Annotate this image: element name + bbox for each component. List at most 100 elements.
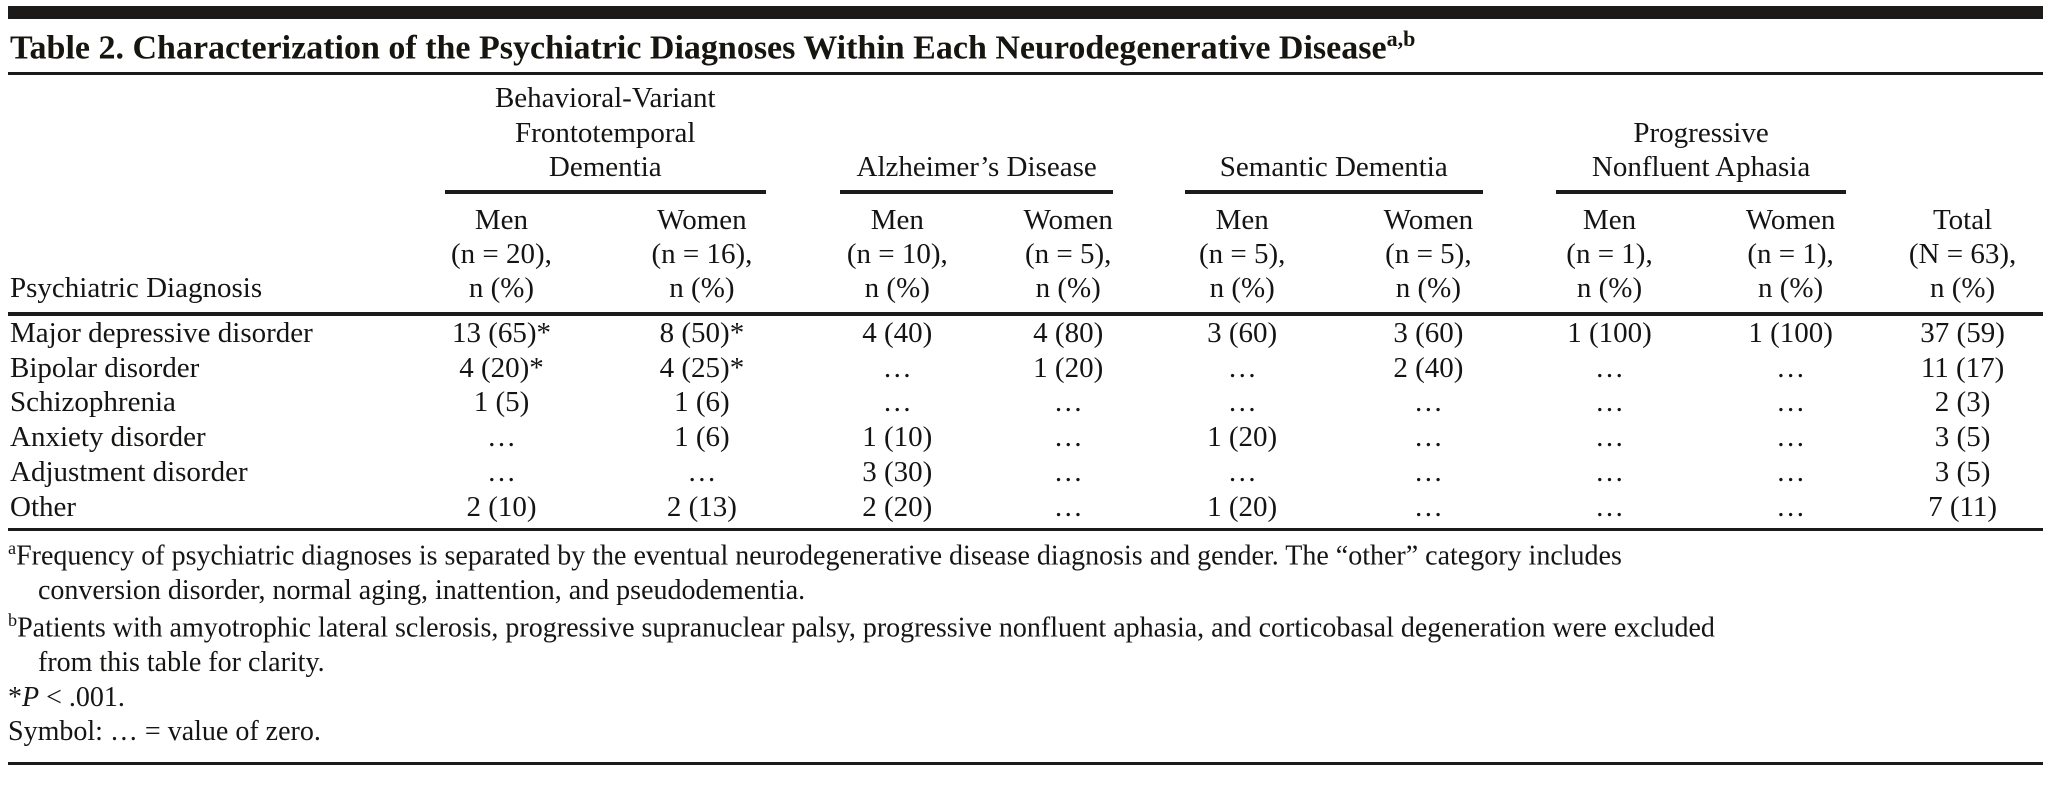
footnote-symbol: Symbol: … = value of zero. [8,716,321,748]
table-row: Bipolar disorder 4 (20)* 4 (25)* … 1 (20) … 2 … [8,351,2043,386]
column-header-line: n (%) [1757,272,1824,305]
data-cell: 1 (6) [674,386,730,419]
column-header: Women (n = 16), n (%) [598,193,806,316]
footnote-pvalue: *P < .001. [8,681,2043,716]
data-cell: … [1413,421,1443,454]
data-cell: … [1594,386,1624,419]
data-cell: … [687,456,717,489]
data-cell: 3 (5) [1934,456,1991,489]
group-header-line: Progressive [1633,116,1769,149]
data-cell: 4 (25)* [659,351,745,384]
data-cell: … [486,456,516,489]
column-header-line: n (%) [1209,272,1275,305]
column-header-line: Total [1932,203,1993,236]
data-cell: 4 (80) [1033,316,1104,349]
footnotes: aFrequency of psychiatric diagnoses is s… [8,537,2043,750]
data-cell: … [1594,456,1624,489]
table-row: Adjustment disorder … … 3 (30) … … … … … 3 (5) [8,455,2043,490]
data-cell: … [882,386,912,419]
data-cell: … [1413,386,1443,419]
group-header-line: Behavioral-Variant [494,82,716,115]
column-header-line: n (%) [864,272,930,305]
data-cell: … [486,421,516,454]
group-header-line: Semantic Dementia [1219,150,1448,183]
data-cell: … [1776,386,1806,419]
group-header-line: Frontotemporal [515,116,696,149]
data-cell: … [1227,351,1257,384]
data-cell: … [1776,351,1806,384]
column-header-line: n (%) [669,272,735,305]
group-header-lines: Semantic Dementia [1148,150,1520,184]
data-cell: 7 (11) [1882,490,2043,531]
column-header-line: Women [1023,203,1113,236]
column-header-line: n (%) [1576,272,1643,305]
group-spanner-rule [444,189,766,194]
column-header-line: n (%) [468,272,535,305]
row-label: Adjustment disorder [10,456,248,489]
group-header: Progressive Nonfluent Aphasia [1520,77,1882,194]
data-cell: 1 (20) [1207,421,1278,454]
data-cell: 2 (20) [805,490,989,531]
data-cell: … [1336,490,1520,531]
table-bottom-rule [8,761,2043,765]
group-header: Semantic Dementia [1148,77,1520,194]
group-spanner-rule [1184,189,1483,194]
data-cell: … [1594,351,1624,384]
column-header-line: (n = 1), [1566,238,1653,271]
data-cell: 1 (100) [1748,316,1833,349]
column-header-line: (n = 16), [651,238,753,271]
column-header-line: (n = 10), [846,238,948,271]
data-cell: 3 (60) [1393,316,1464,349]
data-cell: … [1699,490,1883,531]
table-row: Major depressive disorder 13 (65)* 8 (50)*… [8,314,2043,351]
data-cell: … [882,351,912,384]
data-cell: 2 (10) [404,490,599,531]
column-header-line: Women [1383,203,1474,236]
data-cell: … [1227,456,1257,489]
footnote-b-line1: Patients with amyotrophic lateral sclero… [17,612,1715,644]
group-header-lines: Behavioral-Variant Frontotemporal Dementia [405,81,806,184]
data-cell: 2 (40) [1393,351,1464,384]
data-cell: 1 (10) [862,421,933,454]
data-cell: 4 (40) [862,316,933,349]
column-header-line: n (%) [1929,272,1996,305]
column-header-line: (n = 20), [451,238,552,271]
footnote-a-line2: conversion disorder, normal aging, inatt… [38,575,806,607]
data-cell: 1 (20) [1033,351,1104,384]
data-cell: 1 (5) [473,386,530,419]
diagnosis-table: Behavioral-Variant Frontotemporal Dementia… [8,77,2043,531]
column-header: Total (N = 63), n (%) [1882,193,2043,316]
table-title-superscript: a,b [1386,26,1416,51]
group-header: Alzheimer’s Disease [806,77,1148,194]
footnote-b-marker: b [8,609,18,630]
row-label: Schizophrenia [10,386,176,419]
data-cell: … [1053,456,1083,489]
table-title-text: Table 2. Characterization of the Psychia… [10,29,1387,67]
group-header-lines: Progressive Nonfluent Aphasia [1520,116,1882,184]
data-cell: … [1413,456,1443,489]
data-cell: 1 (20) [1147,490,1337,531]
table-row: Other 2 (10) 2 (13) 2 (20)… 1 (20)……… 7 (11) [8,490,2043,531]
table-body: Major depressive disorder 13 (65)* 8 (50)*… [8,314,2043,531]
footnote-pvalue-p: P [22,681,40,713]
data-cell: … [1053,421,1083,454]
group-header-stub-gap [8,77,405,194]
data-cell: … [1053,386,1083,419]
footnote-a: aFrequency of psychiatric diagnoses is s… [8,537,2043,609]
footnote-pvalue-rest: < .001. [39,681,125,713]
row-label: Major depressive disorder [10,316,313,349]
footnote-b-line2: from this table for clarity. [38,646,325,678]
column-header-line: n (%) [1035,272,1101,305]
footnote-pvalue-star: * [8,681,22,713]
group-header-line: Nonfluent Aphasia [1591,150,1811,183]
column-header-row: Psychiatric Diagnosis Men (n = 20), n (%) Wo… [8,193,2043,316]
data-cell: … [1776,456,1806,489]
column-header-line: Women [1745,203,1836,236]
data-cell: … [1227,386,1257,419]
table-top-rule [8,6,2043,19]
data-cell: 2 (3) [1934,386,1991,419]
column-header: Women (n = 1), n (%) [1699,193,1883,316]
column-header: Men (n = 10), n (%) [805,193,989,316]
data-cell: 3 (5) [1934,421,1991,454]
title-rule [8,72,2043,76]
